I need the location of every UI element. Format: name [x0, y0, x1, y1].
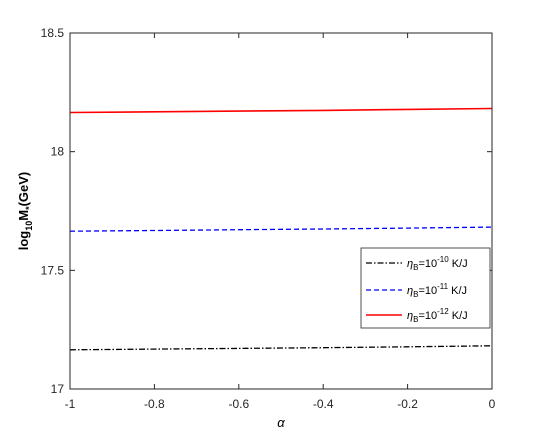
x-axis-label: α: [277, 415, 285, 430]
y-tick-label: 18: [51, 145, 65, 159]
y-tick-label: 17.5: [41, 263, 65, 277]
x-tick-label: -0.6: [228, 397, 249, 411]
series-line-3: [69, 107, 493, 114]
y-tick-label: 18.5: [41, 26, 65, 40]
legend: ηB=10-10 K/J ηB=10-11 K/J ηB=10-12 K/J: [360, 247, 491, 329]
legend-entries: ηB=10-10 K/J ηB=10-11 K/J ηB=10-12 K/J: [366, 255, 468, 324]
y-axis-label: log10M*(GeV): [16, 172, 34, 251]
series-line-1: [69, 345, 493, 351]
plot-area: [70, 33, 492, 389]
x-tick-label: -0.4: [313, 397, 334, 411]
x-tick-label: -0.2: [397, 397, 418, 411]
legend-label-2: ηB=10-11 K/J: [407, 282, 467, 299]
y-axis-label-unit: (GeV): [16, 172, 31, 207]
ticks-layer: -1 -0.8 -0.6 -0.4 -0.2 0 17 17.5 18 18.5: [41, 26, 496, 411]
series-layer: [69, 107, 493, 351]
y-axis-label-rest: M: [16, 210, 31, 221]
series-line-2: [69, 226, 493, 232]
x-tick-label: -0.8: [144, 397, 165, 411]
legend-label-3: ηB=10-12 K/J: [407, 307, 468, 324]
y-axis-label-base-sub: 10: [24, 221, 34, 231]
y-axis-label-rest-sub: *: [24, 206, 34, 210]
x-tick-label: 0: [489, 397, 496, 411]
y-tick-label: 17: [51, 382, 65, 396]
legend-label-1: ηB=10-10 K/J: [407, 255, 468, 272]
y-axis-label-base: log: [16, 231, 31, 251]
x-tick-label: -1: [65, 397, 76, 411]
plot-frame: [69, 32, 493, 390]
